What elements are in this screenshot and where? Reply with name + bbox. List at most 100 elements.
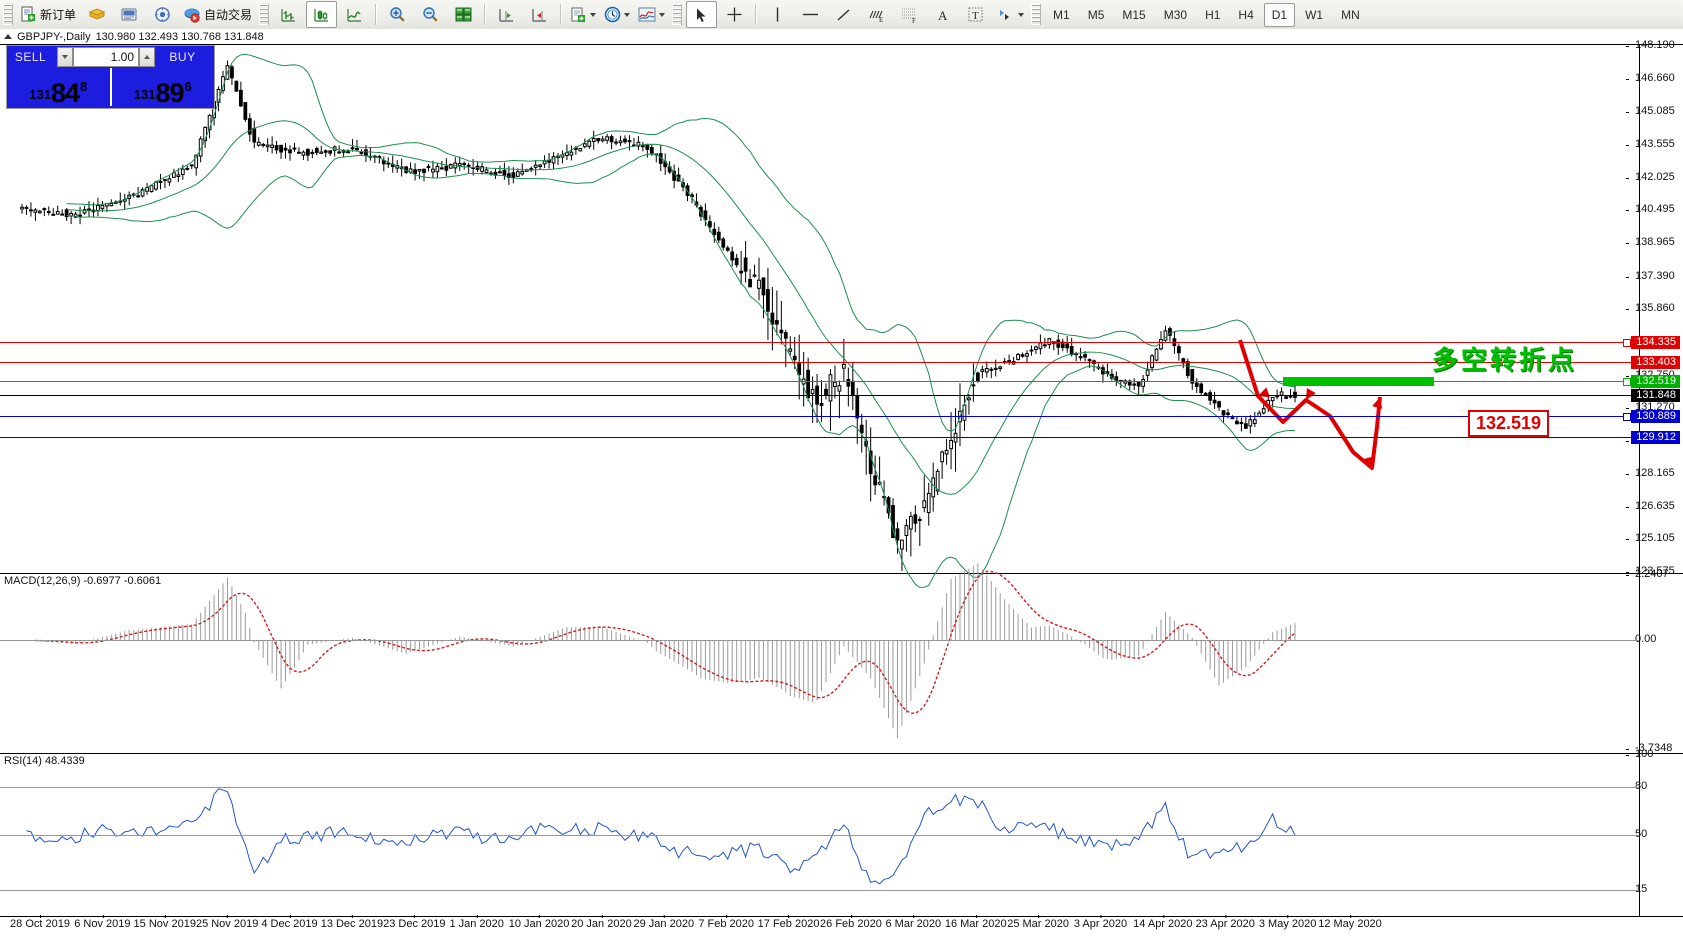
indicators-caret-icon[interactable] [659,12,666,17]
price-level-line[interactable] [0,342,1639,344]
target-zone-bar[interactable] [1283,376,1434,386]
price-tick: 137.390 [1626,270,1683,282]
price-level-line[interactable] [0,361,1639,363]
period-caret-icon[interactable] [624,12,631,17]
price-tick: 146.660 [1626,72,1683,84]
price-level-line[interactable] [0,380,1639,382]
elliott-wave-icon[interactable]: E [861,1,892,28]
timeframe-m5[interactable]: M5 [1087,7,1105,22]
buy-price-pip: 6 [184,79,192,94]
sell-price-display[interactable]: 131 84 8 [7,68,110,107]
terminal-icon[interactable] [114,1,145,28]
line-chart-icon[interactable] [339,1,370,28]
sell-price-pip: 8 [80,79,88,94]
rsi-tick: 15 [1626,883,1683,895]
price-callout: 132.519 [1468,410,1550,437]
templates-icon[interactable] [567,1,599,28]
new-order-label: 新订单 [40,8,77,22]
autotrading-label: 自动交易 [204,8,253,22]
timeframe-h4[interactable]: H4 [1238,7,1254,22]
buy-price-main: 89 [155,78,184,108]
svg-text:T: T [972,10,979,22]
horizontal-line-icon[interactable] [795,1,826,28]
price-level-line[interactable] [0,415,1639,417]
timeframe-w1[interactable]: W1 [1305,7,1324,22]
date-tick: 29 Jan 2020 [633,915,695,930]
price-tick: 125.105 [1626,532,1683,544]
toolbar-grip-3[interactable] [672,4,683,25]
level-drag-handle[interactable] [1623,377,1632,386]
volume-decrease-button[interactable] [57,47,73,67]
buy-price-display[interactable]: 131 89 6 [112,68,215,108]
navigator-icon[interactable] [147,1,178,28]
rsi-tick: 50 [1626,828,1683,840]
date-tick: 26 Feb 2020 [820,915,882,930]
toolbar-separator-3 [560,4,563,25]
level-drag-handle[interactable] [1623,339,1632,348]
period-icon[interactable] [601,1,633,28]
bar-chart-icon[interactable] [273,1,304,28]
price-level-tag[interactable]: 130.889 [1623,409,1680,423]
trendline-icon[interactable] [828,1,859,28]
price-tick: 142.025 [1626,171,1683,183]
templates-caret-icon[interactable] [590,12,597,17]
chart-canvas[interactable]: MACD(12,26,9) -0.6977 -0.6061 RSI(14) 48… [0,39,1683,949]
zoom-in-icon[interactable] [382,1,413,28]
date-tick: 25 Mar 2020 [1007,915,1069,930]
toolbar-grip-4[interactable] [1031,4,1042,25]
timeframe-mn[interactable]: MN [1341,7,1360,22]
collapse-triangle-icon[interactable] [4,34,12,39]
price-level-tag[interactable]: 133.403 [1631,355,1680,369]
timeframe-m1[interactable]: M1 [1053,7,1070,22]
autotrading-icon[interactable]: 自动交易 [180,1,255,28]
fibonacci-icon[interactable]: F [894,1,925,28]
date-tick: 17 Feb 2020 [757,915,820,930]
price-tick: 128.165 [1626,467,1683,479]
date-tick: 20 Jan 2020 [571,915,632,930]
svg-text:F: F [912,17,916,23]
shapes-caret-icon[interactable] [1018,12,1025,17]
volume-input[interactable]: 1.00 [73,47,139,67]
price-pane[interactable] [0,44,1683,574]
sell-button[interactable]: SELL [14,50,47,64]
rsi-pane[interactable]: RSI(14) 48.4339 [0,753,1683,917]
timeframe-m15[interactable]: M15 [1122,7,1146,22]
level-drag-handle[interactable] [1623,412,1632,421]
price-level-tag[interactable]: 134.335 [1623,336,1680,350]
price-tick: 140.495 [1626,203,1683,215]
timeframe-h1[interactable]: H1 [1205,7,1221,22]
text-label-icon[interactable]: T [960,1,991,28]
new-order-icon[interactable]: 新订单 [17,1,79,28]
toolbar-grip-2[interactable] [259,4,270,25]
cursor-icon[interactable] [686,1,718,28]
wallet-icon[interactable] [81,1,112,28]
crosshair-icon[interactable] [719,1,750,28]
auto-scroll-icon[interactable] [524,1,555,28]
price-tick: 145.085 [1626,105,1683,117]
price-level-line[interactable] [0,436,1639,438]
shapes-icon[interactable] [993,1,1027,28]
indicators-icon[interactable] [635,1,668,28]
tile-windows-icon[interactable] [448,1,479,28]
chart-shift-icon[interactable] [491,1,522,28]
toolbar-separator-4 [755,4,758,25]
price-level-line[interactable] [0,395,1639,397]
date-tick: 25 Nov 2019 [195,915,259,930]
zoom-out-icon[interactable] [415,1,446,28]
macd-pane[interactable]: MACD(12,26,9) -0.6977 -0.6061 [0,573,1683,754]
price-level-tag[interactable]: 132.519 [1623,374,1680,388]
toolbar-grip[interactable] [3,4,13,25]
rsi-guide-line [0,834,1639,836]
timeframe-d1[interactable]: D1 [1263,2,1296,27]
date-tick: 23 Apr 2020 [1195,915,1255,930]
price-level-tag[interactable]: 129.912 [1631,430,1680,444]
one-click-trading-panel[interactable]: SELL 1.00 BUY 131 84 8 131 89 6 [6,45,215,109]
buy-button[interactable]: BUY [169,50,196,64]
volume-increase-button[interactable] [139,47,155,67]
price-level-tag[interactable]: 131.848 [1631,389,1680,403]
candlestick-icon[interactable] [306,1,338,28]
macd-tick: -3.7348 [1626,742,1683,754]
text-icon[interactable]: A [927,1,958,28]
vertical-line-icon[interactable] [762,1,793,28]
timeframe-m30[interactable]: M30 [1163,7,1188,22]
